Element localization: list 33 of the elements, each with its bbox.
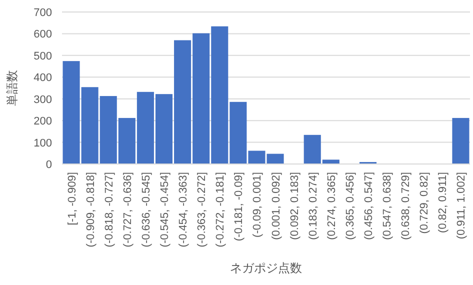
x-tick-label: (-0.272, -0.181] — [214, 172, 227, 248]
x-tick-label: (0.274, 0.365] — [326, 172, 338, 240]
y-tick-label: 600 — [34, 28, 52, 41]
x-tick-label: (0.183, 0.274] — [307, 172, 320, 240]
y-tick-label: 0 — [46, 159, 52, 171]
x-tick-label: (-0.818, -0.727] — [103, 172, 116, 248]
x-tick-label: (0.911, 1.002] — [456, 172, 468, 240]
x-tick-label: (-0.363, -0.272] — [196, 172, 208, 248]
y-tick-label: 400 — [34, 72, 52, 84]
x-tick-label: (-0.545, -0.454] — [159, 172, 171, 248]
x-tick-label: (0.001, 0.092] — [270, 172, 282, 240]
x-axis-title: ネガポジ点数 — [230, 261, 302, 275]
x-tick-label: (0.547, 0.638] — [382, 172, 394, 240]
x-tick-label: (-0.636, -0.545] — [140, 172, 152, 248]
x-tick-label: (0.729, 0.82] — [418, 172, 431, 234]
y-axis-title: 単語数 — [5, 70, 19, 106]
x-tick-label: (0.092, 0.183] — [288, 172, 301, 240]
x-tick-label: (0.456, 0.547] — [363, 172, 375, 240]
bar — [452, 118, 470, 164]
y-tick-label: 200 — [34, 116, 52, 128]
y-tick-label: 700 — [34, 7, 52, 19]
y-tick-label: 300 — [34, 94, 52, 106]
x-tick-label: (-0.909, -0.818] — [84, 172, 97, 248]
x-tick-label: (-0.181, -0.09] — [233, 172, 246, 242]
x-tick-label: (0.638, 0.729] — [400, 172, 412, 240]
y-tick-label: 100 — [34, 137, 52, 150]
x-tick-label: (0.82, 0.911] — [437, 172, 450, 233]
x-tick-label: (-0.727, -0.636] — [122, 172, 134, 248]
x-tick-label: (-0.09, 0.001] — [252, 172, 264, 238]
x-tick-label: [-1, -0.909] — [66, 172, 78, 226]
y-tick-label: 500 — [34, 50, 52, 62]
x-tick-label: (0.365, 0.456] — [344, 172, 356, 240]
x-tick-label: (-0.454, -0.363] — [178, 172, 190, 248]
